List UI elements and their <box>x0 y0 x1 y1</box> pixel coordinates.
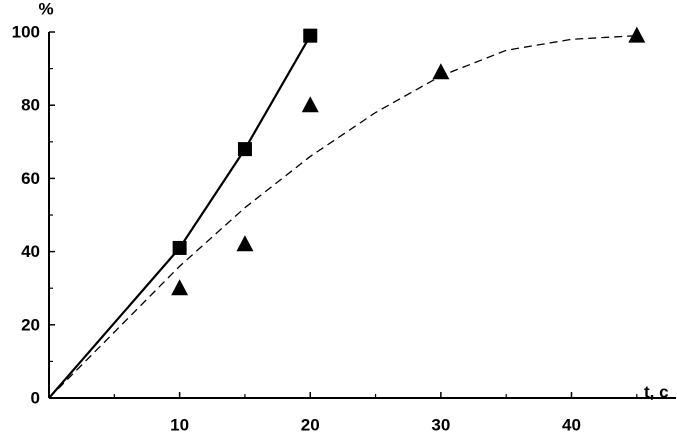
x-tick-label: 20 <box>301 415 320 434</box>
x-tick-label: 40 <box>562 415 581 434</box>
triangle-marker <box>171 279 189 296</box>
x-tick-label: 30 <box>431 415 450 434</box>
triangle-marker <box>432 63 450 80</box>
line <box>48 35 637 399</box>
square-marker <box>237 142 252 157</box>
y-tick-label: 40 <box>21 242 40 261</box>
line <box>48 35 312 399</box>
square-marker <box>172 240 187 255</box>
y-tick-label: 60 <box>21 169 40 188</box>
y-tick-label: 80 <box>21 96 40 115</box>
triangle-marker <box>236 235 254 252</box>
y-tick-label: 20 <box>21 315 40 334</box>
y-tick-label: 100 <box>12 22 40 41</box>
triangle-marker <box>628 26 646 43</box>
y-axis-label: % <box>38 0 53 18</box>
y-tick-label: 0 <box>31 388 40 407</box>
square-marker <box>303 28 318 43</box>
triangle-marker <box>301 96 319 113</box>
x-tick-label: 10 <box>170 415 189 434</box>
x-axis-label: t, c <box>644 382 669 401</box>
